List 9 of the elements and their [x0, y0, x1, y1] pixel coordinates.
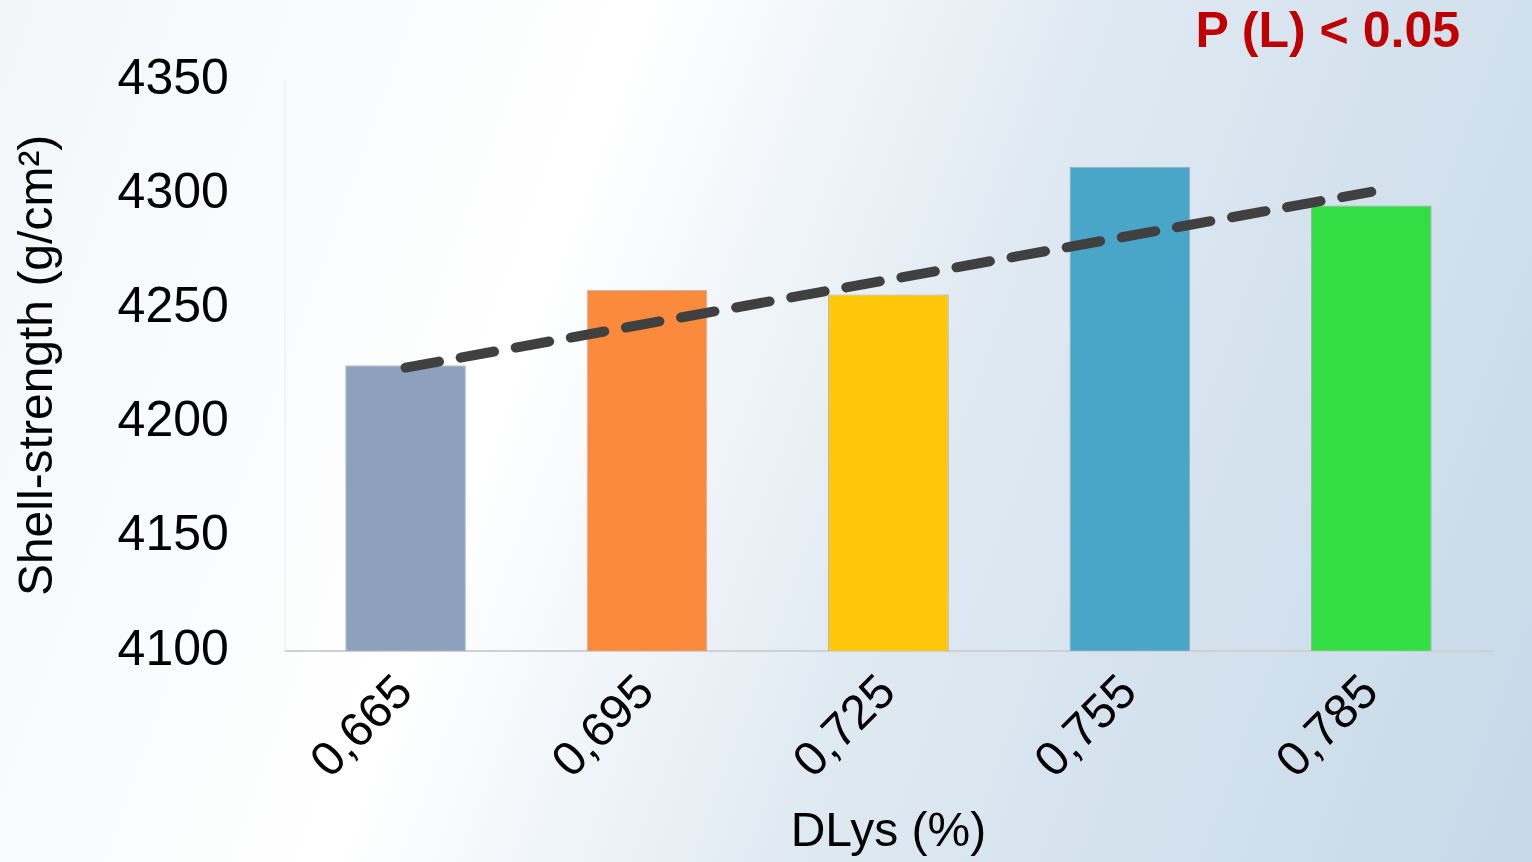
x-axis-title: DLys (%) [790, 803, 987, 857]
y-tick-label: 4350 [117, 48, 229, 105]
y-tick-label: 4200 [117, 391, 229, 448]
text: P (L) < 0.05 [1195, 1, 1460, 58]
y-axis-title: Shell-strength (g/cm²) [9, 134, 63, 597]
y-tick-label: 4150 [117, 505, 229, 562]
y-tick-label: 4300 [117, 162, 229, 219]
y-tick-label: 4250 [117, 277, 229, 334]
y-tick-label: 4100 [117, 619, 229, 676]
